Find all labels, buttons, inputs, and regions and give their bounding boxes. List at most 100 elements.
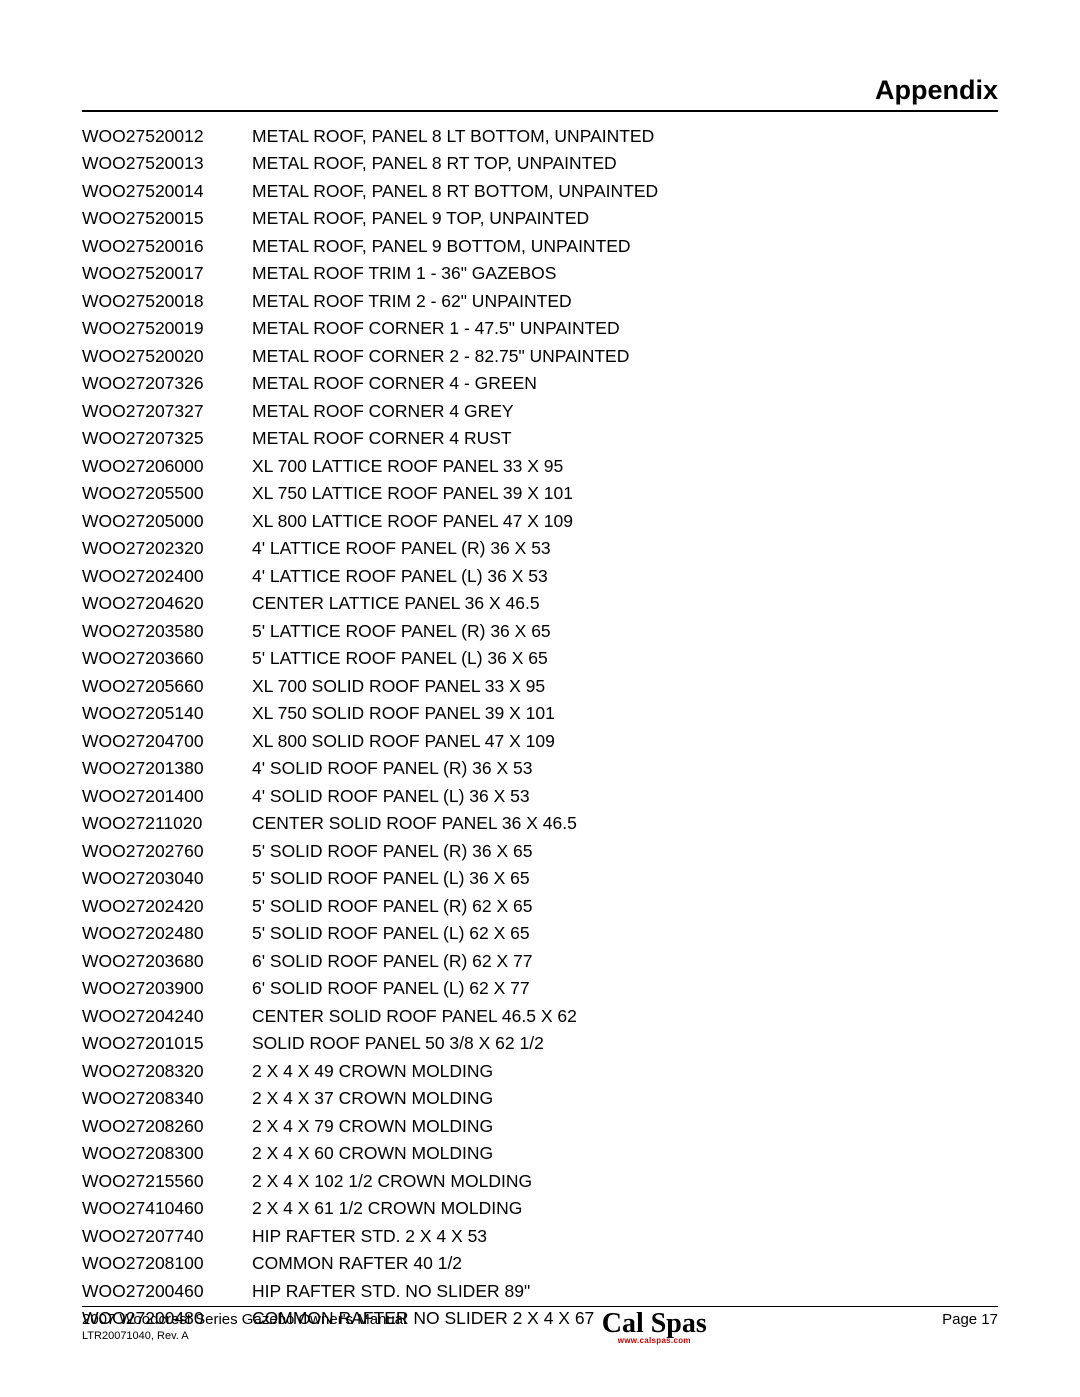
part-description: SOLID ROOF PANEL 50 3/8 X 62 1/2 xyxy=(252,1030,998,1058)
part-code: WOO27204620 xyxy=(82,590,252,618)
part-description: XL 700 SOLID ROOF PANEL 33 X 95 xyxy=(252,672,998,700)
part-description: 5' SOLID ROOF PANEL (R) 36 X 65 xyxy=(252,837,998,865)
section-title: Appendix xyxy=(82,75,998,112)
part-code: WOO27520016 xyxy=(82,232,252,260)
part-code: WOO27202480 xyxy=(82,920,252,948)
part-description: 2 X 4 X 61 1/2 CROWN MOLDING xyxy=(252,1195,998,1223)
part-code: WOO27205000 xyxy=(82,507,252,535)
part-code: WOO27211020 xyxy=(82,810,252,838)
part-description: XL 700 LATTICE ROOF PANEL 33 X 95 xyxy=(252,452,998,480)
part-description: 6' SOLID ROOF PANEL (L) 62 X 77 xyxy=(252,975,998,1003)
part-code: WOO27202420 xyxy=(82,892,252,920)
part-code: WOO27520012 xyxy=(82,122,252,150)
table-row: WOO272024004' LATTICE ROOF PANEL (L) 36 … xyxy=(82,562,998,590)
part-description: 5' SOLID ROOF PANEL (L) 62 X 65 xyxy=(252,920,998,948)
manual-title: 2007 Woodcrest Series Gazebo Owner's Man… xyxy=(82,1311,406,1328)
part-description: 5' LATTICE ROOF PANEL (L) 36 X 65 xyxy=(252,645,998,673)
part-description: 4' LATTICE ROOF PANEL (L) 36 X 53 xyxy=(252,562,998,590)
part-code: WOO27203580 xyxy=(82,617,252,645)
table-row: WOO27520020METAL ROOF CORNER 2 - 82.75" … xyxy=(82,342,998,370)
table-row: WOO27520016METAL ROOF, PANEL 9 BOTTOM, U… xyxy=(82,232,998,260)
part-description: METAL ROOF CORNER 4 - GREEN xyxy=(252,370,998,398)
table-row: WOO272035805' LATTICE ROOF PANEL (R) 36 … xyxy=(82,617,998,645)
brand-logo: Cal Spas www.calspas.com xyxy=(602,1311,707,1345)
part-description: CENTER LATTICE PANEL 36 X 46.5 xyxy=(252,590,998,618)
part-code: WOO27208320 xyxy=(82,1057,252,1085)
table-row: WOO272036806' SOLID ROOF PANEL (R) 62 X … xyxy=(82,947,998,975)
table-row: WOO27205500XL 750 LATTICE ROOF PANEL 39 … xyxy=(82,480,998,508)
part-code: WOO27208100 xyxy=(82,1250,252,1278)
part-code: WOO27203900 xyxy=(82,975,252,1003)
part-description: XL 750 LATTICE ROOF PANEL 39 X 101 xyxy=(252,480,998,508)
part-description: METAL ROOF, PANEL 8 RT TOP, UNPAINTED xyxy=(252,150,998,178)
part-description: XL 750 SOLID ROOF PANEL 39 X 101 xyxy=(252,700,998,728)
part-code: WOO27206000 xyxy=(82,452,252,480)
table-row: WOO272023204' LATTICE ROOF PANEL (R) 36 … xyxy=(82,535,998,563)
table-row: WOO27205000XL 800 LATTICE ROOF PANEL 47 … xyxy=(82,507,998,535)
part-code: WOO27202760 xyxy=(82,837,252,865)
part-description: METAL ROOF CORNER 1 - 47.5" UNPAINTED xyxy=(252,315,998,343)
part-code: WOO27204240 xyxy=(82,1002,252,1030)
part-description: XL 800 LATTICE ROOF PANEL 47 X 109 xyxy=(252,507,998,535)
table-row: WOO272083202 X 4 X 49 CROWN MOLDING xyxy=(82,1057,998,1085)
table-row: WOO272082602 X 4 X 79 CROWN MOLDING xyxy=(82,1112,998,1140)
part-description: 2 X 4 X 49 CROWN MOLDING xyxy=(252,1057,998,1085)
part-description: 4' LATTICE ROOF PANEL (R) 36 X 53 xyxy=(252,535,998,563)
part-code: WOO27203660 xyxy=(82,645,252,673)
table-row: WOO27520018METAL ROOF TRIM 2 - 62" UNPAI… xyxy=(82,287,998,315)
table-row: WOO272014004' SOLID ROOF PANEL (L) 36 X … xyxy=(82,782,998,810)
table-row: WOO27200460HIP RAFTER STD. NO SLIDER 89" xyxy=(82,1277,998,1305)
part-description: 2 X 4 X 60 CROWN MOLDING xyxy=(252,1140,998,1168)
table-row: WOO272083402 X 4 X 37 CROWN MOLDING xyxy=(82,1085,998,1113)
table-row: WOO272027605' SOLID ROOF PANEL (R) 36 X … xyxy=(82,837,998,865)
part-description: 4' SOLID ROOF PANEL (L) 36 X 53 xyxy=(252,782,998,810)
table-row: WOO272036605' LATTICE ROOF PANEL (L) 36 … xyxy=(82,645,998,673)
table-row: WOO27208100COMMON RAFTER 40 1/2 xyxy=(82,1250,998,1278)
part-code: WOO27200460 xyxy=(82,1277,252,1305)
table-row: WOO27520015METAL ROOF, PANEL 9 TOP, UNPA… xyxy=(82,205,998,233)
table-row: WOO27204620CENTER LATTICE PANEL 36 X 46.… xyxy=(82,590,998,618)
table-row: WOO272013804' SOLID ROOF PANEL (R) 36 X … xyxy=(82,755,998,783)
part-code: WOO27215560 xyxy=(82,1167,252,1195)
table-row: WOO27207327METAL ROOF CORNER 4 GREY xyxy=(82,397,998,425)
part-code: WOO27205500 xyxy=(82,480,252,508)
part-code: WOO27520019 xyxy=(82,315,252,343)
table-row: WOO27207740HIP RAFTER STD. 2 X 4 X 53 xyxy=(82,1222,998,1250)
part-code: WOO27207325 xyxy=(82,425,252,453)
part-description: METAL ROOF, PANEL 8 LT BOTTOM, UNPAINTED xyxy=(252,122,998,150)
page-footer: 2007 Woodcrest Series Gazebo Owner's Man… xyxy=(82,1306,998,1345)
part-description: CENTER SOLID ROOF PANEL 46.5 X 62 xyxy=(252,1002,998,1030)
part-description: 5' SOLID ROOF PANEL (R) 62 X 65 xyxy=(252,892,998,920)
part-description: 2 X 4 X 102 1/2 CROWN MOLDING xyxy=(252,1167,998,1195)
table-row: WOO272155602 X 4 X 102 1/2 CROWN MOLDING xyxy=(82,1167,998,1195)
part-description: METAL ROOF CORNER 4 RUST xyxy=(252,425,998,453)
part-code: WOO27208300 xyxy=(82,1140,252,1168)
part-code: WOO27410460 xyxy=(82,1195,252,1223)
table-row: WOO27204700XL 800 SOLID ROOF PANEL 47 X … xyxy=(82,727,998,755)
part-description: METAL ROOF CORNER 4 GREY xyxy=(252,397,998,425)
table-row: WOO27520014METAL ROOF, PANEL 8 RT BOTTOM… xyxy=(82,177,998,205)
part-description: METAL ROOF TRIM 1 - 36" GAZEBOS xyxy=(252,260,998,288)
table-row: WOO27520013METAL ROOF, PANEL 8 RT TOP, U… xyxy=(82,150,998,178)
part-description: 5' LATTICE ROOF PANEL (R) 36 X 65 xyxy=(252,617,998,645)
table-row: WOO27205140XL 750 SOLID ROOF PANEL 39 X … xyxy=(82,700,998,728)
part-code: WOO27207740 xyxy=(82,1222,252,1250)
table-row: WOO27205660XL 700 SOLID ROOF PANEL 33 X … xyxy=(82,672,998,700)
part-description: METAL ROOF, PANEL 9 BOTTOM, UNPAINTED xyxy=(252,232,998,260)
table-row: WOO27207326METAL ROOF CORNER 4 - GREEN xyxy=(82,370,998,398)
part-description: METAL ROOF, PANEL 8 RT BOTTOM, UNPAINTED xyxy=(252,177,998,205)
part-code: WOO27202400 xyxy=(82,562,252,590)
part-code: WOO27520013 xyxy=(82,150,252,178)
part-code: WOO27520020 xyxy=(82,342,252,370)
part-description: METAL ROOF CORNER 2 - 82.75" UNPAINTED xyxy=(252,342,998,370)
table-row: WOO27211020CENTER SOLID ROOF PANEL 36 X … xyxy=(82,810,998,838)
part-code: WOO27520015 xyxy=(82,205,252,233)
table-row: WOO27204240CENTER SOLID ROOF PANEL 46.5 … xyxy=(82,1002,998,1030)
part-code: WOO27203680 xyxy=(82,947,252,975)
table-row: WOO27520017METAL ROOF TRIM 1 - 36" GAZEB… xyxy=(82,260,998,288)
table-row: WOO27207325METAL ROOF CORNER 4 RUST xyxy=(82,425,998,453)
part-description: CENTER SOLID ROOF PANEL 36 X 46.5 xyxy=(252,810,998,838)
part-code: WOO27520018 xyxy=(82,287,252,315)
table-row: WOO27520012METAL ROOF, PANEL 8 LT BOTTOM… xyxy=(82,122,998,150)
part-code: WOO27208260 xyxy=(82,1112,252,1140)
